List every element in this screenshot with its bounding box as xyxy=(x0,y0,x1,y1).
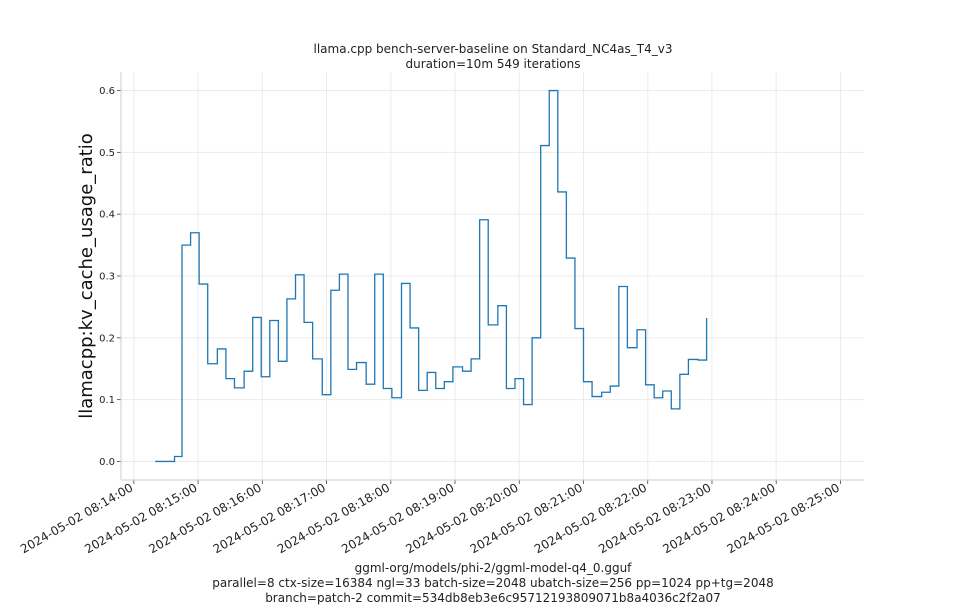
y-tick-label: 0.4 xyxy=(99,210,115,221)
x-tick-label: 2024-05-02 08:25:00 xyxy=(725,480,842,556)
series-line-kv-cache-usage-ratio xyxy=(155,89,708,463)
y-tick-label: 0.0 xyxy=(99,457,115,468)
y-tick-label: 0.6 xyxy=(99,86,115,97)
x-tick-label: 2024-05-02 08:21:00 xyxy=(468,480,585,556)
footer-params: parallel=8 ctx-size=16384 ngl=33 batch-s… xyxy=(212,576,774,590)
x-tick-label: 2024-05-02 08:17:00 xyxy=(211,480,328,556)
x-tick-label: 2024-05-02 08:15:00 xyxy=(82,480,199,556)
x-tick-label: 2024-05-02 08:16:00 xyxy=(146,480,263,556)
y-tick-label: 0.1 xyxy=(99,395,115,406)
y-tick-label: 0.5 xyxy=(99,148,115,159)
x-tick-label: 2024-05-02 08:20:00 xyxy=(403,480,520,556)
y-tick-label: 0.3 xyxy=(99,272,115,283)
footer-commit: branch=patch-2 commit=534db8eb3e6c957121… xyxy=(265,591,721,605)
y-axis-label: llamacpp:kv_cache_usage_ratio xyxy=(76,133,97,419)
x-tick-label: 2024-05-02 08:23:00 xyxy=(596,480,713,556)
x-tick-label: 2024-05-02 08:24:00 xyxy=(660,480,777,556)
chart-title: llama.cpp bench-server-baseline on Stand… xyxy=(313,42,673,56)
chart-subtitle: duration=10m 549 iterations xyxy=(405,57,581,71)
x-tick-label: 2024-05-02 08:22:00 xyxy=(532,480,649,556)
footer-model: ggml-org/models/phi-2/ggml-model-q4_0.gg… xyxy=(354,561,632,575)
x-tick-label: 2024-05-02 08:14:00 xyxy=(18,480,135,556)
y-tick-label: 0.2 xyxy=(99,333,115,344)
x-tick-label: 2024-05-02 08:19:00 xyxy=(339,480,456,556)
x-tick-label: 2024-05-02 08:18:00 xyxy=(275,480,392,556)
